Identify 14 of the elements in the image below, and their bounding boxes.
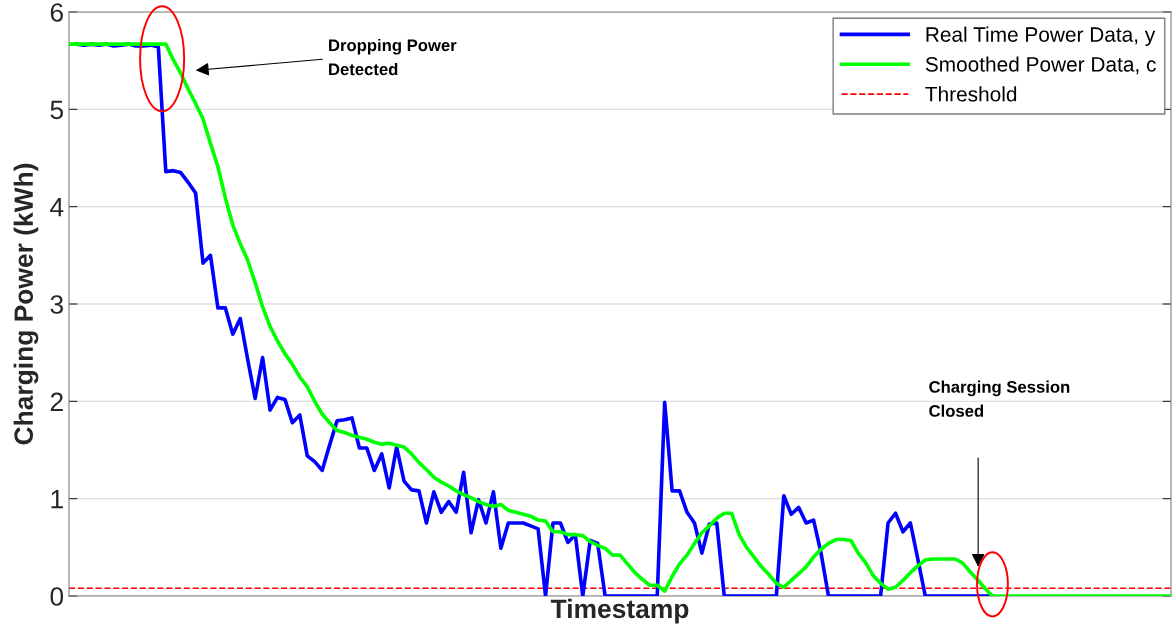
legend-label: Real Time Power Data, y xyxy=(926,26,1156,46)
y-axis-title: Charging Power (kWh) xyxy=(13,163,39,445)
legend-label: Threshold xyxy=(925,86,1017,102)
y-tick-label: 3 xyxy=(50,295,63,314)
y-tick-label: 0 xyxy=(50,587,64,606)
y-tick-label: 5 xyxy=(50,100,64,120)
y-tick-label: 4 xyxy=(50,198,64,217)
y-tick-label: 2 xyxy=(50,392,63,411)
annotation: Dropping Power Detected xyxy=(329,38,457,76)
x-axis-title: Timestamp xyxy=(550,598,689,624)
y-tick-label: 1 xyxy=(51,490,63,509)
legend-label: Smoothed Power Data, c xyxy=(925,56,1156,75)
annotation: Charging Session Closed xyxy=(929,380,1070,417)
y-tick-label: 6 xyxy=(50,3,63,22)
